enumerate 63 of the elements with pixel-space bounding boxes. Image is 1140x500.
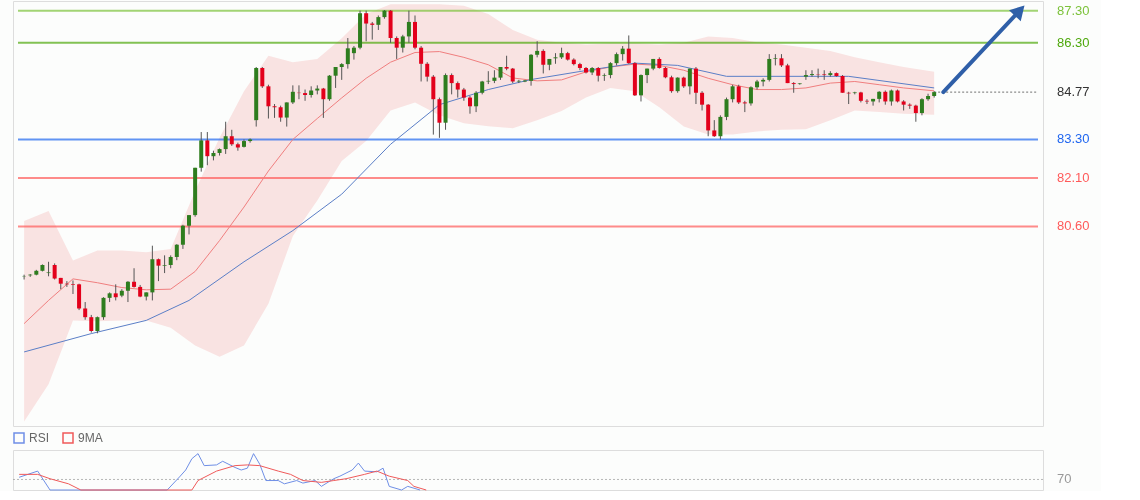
- candlestick: [46, 261, 51, 277]
- candlestick: [553, 52, 558, 65]
- candlestick: [626, 34, 631, 65]
- candlestick: [767, 53, 772, 82]
- candlestick: [645, 68, 650, 84]
- candlestick: [260, 66, 265, 89]
- candlestick: [248, 137, 253, 144]
- candlestick: [327, 74, 332, 102]
- candlestick: [364, 10, 369, 42]
- candlestick: [132, 267, 137, 289]
- candlestick: [724, 97, 729, 121]
- candlestick: [187, 214, 192, 235]
- candlestick: [748, 85, 753, 107]
- candlestick: [431, 74, 436, 136]
- candlestick: [162, 254, 167, 274]
- candlestick: [223, 121, 228, 155]
- candlestick: [822, 69, 827, 81]
- candlestick: [449, 72, 454, 95]
- ref-line-label: 86.30: [1057, 34, 1090, 50]
- candlestick: [687, 68, 692, 95]
- candlestick: [321, 87, 326, 119]
- candlestick: [290, 84, 295, 105]
- candlestick: [638, 73, 643, 102]
- candlestick: [773, 53, 778, 66]
- candlestick: [303, 89, 308, 102]
- ref-line-label: 83.30: [1057, 131, 1090, 147]
- candlestick: [810, 69, 815, 78]
- candlestick: [205, 131, 210, 166]
- candlestick: [736, 84, 741, 105]
- candlestick: [394, 35, 399, 60]
- ref-line-label: 80.60: [1057, 218, 1090, 234]
- candlestick: [437, 97, 442, 139]
- candlestick: [602, 72, 607, 82]
- candlestick: [125, 280, 130, 303]
- candlestick: [541, 48, 546, 74]
- candlestick: [467, 95, 472, 115]
- candlestick: [101, 296, 106, 321]
- candlestick: [742, 100, 747, 113]
- candlestick: [235, 142, 240, 152]
- candlestick: [791, 81, 796, 94]
- candlestick: [700, 90, 705, 111]
- candlestick: [272, 103, 277, 119]
- candlestick: [474, 90, 479, 113]
- candlestick: [284, 101, 289, 128]
- candlestick: [345, 37, 350, 70]
- legend-label: RSI: [29, 431, 50, 445]
- candlestick: [351, 45, 356, 61]
- candlestick: [70, 279, 75, 295]
- ref-line-label: 82.10: [1057, 170, 1090, 186]
- ref-line-label: 84.77: [1057, 84, 1090, 100]
- candlestick: [926, 93, 931, 102]
- candlestick: [907, 102, 912, 110]
- candlestick: [803, 69, 808, 81]
- candlestick: [718, 114, 723, 140]
- legend-label: 9MA: [78, 431, 103, 445]
- text: 70: [1057, 471, 1072, 487]
- candlestick: [333, 66, 338, 89]
- candlestick: [425, 61, 430, 82]
- ref-line-label: 87.30: [1057, 2, 1090, 18]
- candlestick: [180, 224, 185, 250]
- candlestick: [419, 45, 424, 82]
- candlestick: [266, 84, 271, 120]
- candlestick: [406, 10, 411, 44]
